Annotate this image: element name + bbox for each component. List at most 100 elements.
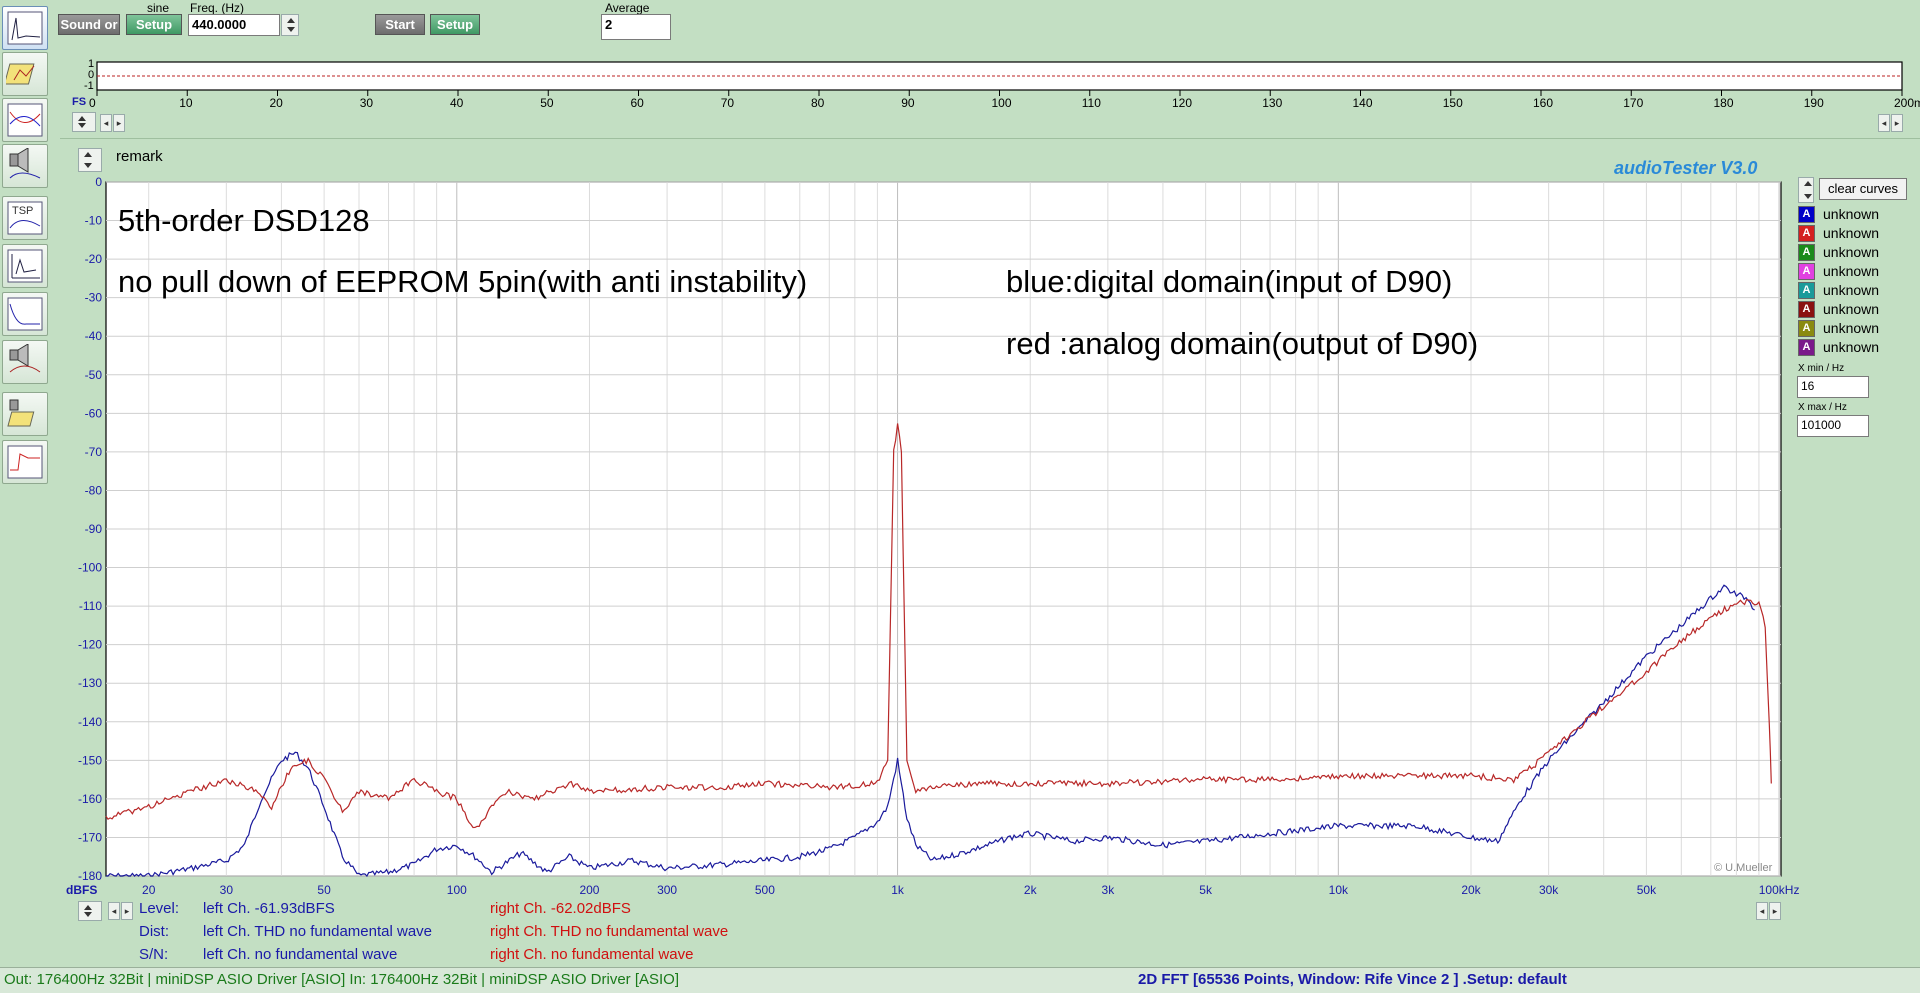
frequency-response-tool[interactable] [2,98,48,142]
chart-x-tick-label: 5k [1199,883,1213,897]
sound-on-button[interactable]: Sound or [58,14,120,35]
scope-x-tick-label: 100 [991,96,1012,110]
waterfall-tool[interactable] [2,52,48,96]
annotation-title: 5th-order DSD128 [118,203,370,238]
legend-label: unknown [1823,263,1880,279]
legend-color-swatch[interactable]: A [1798,244,1815,261]
scope-x-tick-label: 160 [1533,96,1554,110]
level-left-value: left Ch. -61.93dBFS [203,900,335,917]
scope-x-tick-label: 110 [1081,96,1101,110]
chart-scroll-right-end[interactable]: ▸ [1769,902,1781,920]
scope-x-tick-label: 0 [89,96,96,110]
scope-x-tick-label: 180 [1713,96,1734,110]
average-input[interactable]: 2 [601,14,671,40]
scope-scroll-right-end[interactable]: ▸ [1891,114,1903,132]
analyzer-setup-button[interactable]: Setup [430,14,480,35]
scope-scale-spinner[interactable] [72,112,96,132]
scope-x-tick-label: 170 [1623,96,1644,110]
remark-spinner[interactable] [78,148,102,172]
legend-color-swatch[interactable]: A [1798,339,1815,356]
signal-setup-button[interactable]: Setup [126,14,182,35]
oscilloscope-strip [96,61,1903,96]
start-button[interactable]: Start [375,14,425,35]
legend-color-swatch[interactable]: A [1798,225,1815,242]
chart-y-tick-label: -140 [78,715,102,729]
frequency-spinner[interactable] [281,14,299,36]
chart-y-tick-label: -120 [78,638,102,652]
scope-x-tick-label: 120 [1172,96,1193,110]
legend-color-swatch[interactable]: A [1798,263,1815,280]
scope-x-tick-label: 140 [1352,96,1373,110]
separator [60,138,1920,139]
chart-x-tick-label: 10k [1329,883,1349,897]
sn-left-value: left Ch. no fundamental wave [203,946,398,963]
chart-scroll-left[interactable]: ◂ [108,902,120,920]
fft-view-tool[interactable] [2,6,48,50]
tsp-tool[interactable]: TSP [2,196,48,240]
level-label: Level: [139,900,180,917]
chart-x-tick-label: 100 [447,883,467,897]
chart-y-tick-label: -90 [85,522,103,536]
chart-x-tick-label: 20 [142,883,156,897]
sn-right-value: right Ch. no fundamental wave [490,946,694,963]
speaker-waterfall-tool[interactable] [2,392,48,436]
legend-color-swatch[interactable]: A [1798,320,1815,337]
xmin-input[interactable]: 16 [1797,376,1869,398]
scope-scroll-left[interactable]: ◂ [100,114,112,132]
xmax-input[interactable]: 101000 [1797,415,1869,437]
scope-y-tick-0: 0 [88,69,95,81]
chart-y-tick-label: 0 [95,175,102,189]
waterfall-icon [6,63,35,85]
chart-x-tick-label: 200 [579,883,599,897]
scope-scroll-right[interactable]: ▸ [113,114,125,132]
chart-y-tick-label: -180 [78,869,102,883]
chart-x-tick-label: 3k [1102,883,1116,897]
legend-color-swatch[interactable]: A [1798,282,1815,299]
impedance-graph-icon [7,249,43,283]
remark-label: remark [116,148,163,165]
chart-x-tick-label: 1k [891,883,905,897]
chart-y-tick-label: -30 [85,291,103,305]
chart-x-tick-label: 300 [657,883,677,897]
scope-x-tick-label: 70 [720,96,735,110]
chart-x-tick-label: 100kHz [1759,883,1800,897]
chart-scroll-left-end[interactable]: ◂ [1756,902,1768,920]
legend-label: unknown [1823,225,1880,241]
clear-curves-button[interactable]: clear curves [1819,178,1907,200]
scope-y-tick-1: 1 [88,58,95,70]
chart-y-tick-label: -20 [85,252,103,266]
chart-y-tick-label: -40 [85,329,103,343]
scope-x-tick-label: 80 [811,96,825,110]
brand-title: audioTester V3.0 [1614,158,1758,178]
step-response-tool[interactable] [2,440,48,484]
chart-y-tick-label: -70 [85,445,103,459]
legend-color-swatch[interactable]: A [1798,301,1815,318]
frequency-input[interactable]: 440.0000 [188,14,280,36]
chart-y-tick-label: -110 [79,599,102,613]
chart-scroll-right[interactable]: ▸ [121,902,133,920]
legend-color-swatch[interactable]: A [1798,206,1815,223]
curves-spinner[interactable] [1798,177,1814,203]
chart-scale-spinner[interactable] [78,901,102,921]
legend-label: unknown [1823,320,1880,336]
sn-label: S/N: [139,946,169,963]
impedance-tool[interactable] [2,244,48,288]
annotation-red-legend: red :analog domain(output of D90) [1006,326,1479,361]
average-label: Average [605,1,650,15]
dist-label: Dist: [139,923,169,940]
scope-scroll-left-end[interactable]: ◂ [1878,114,1890,132]
scope-x-tick-label: 40 [450,96,464,110]
speaker-sweep-tool[interactable] [2,340,48,384]
speaker-measure-tool[interactable] [2,144,48,188]
filter-response-tool[interactable] [2,292,48,336]
chart-x-tick-label: 2k [1024,883,1038,897]
